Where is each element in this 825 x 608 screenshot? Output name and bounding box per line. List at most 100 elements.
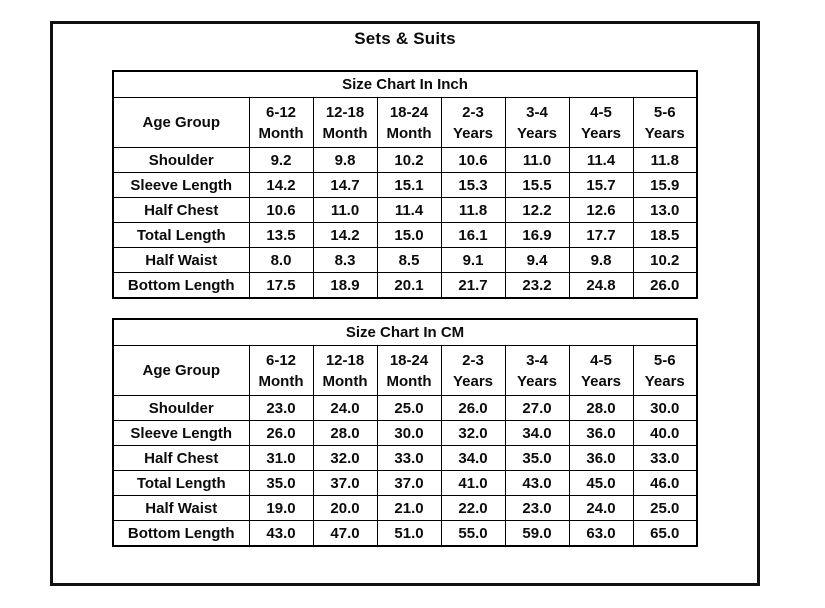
table-row: Sleeve Length 26.0 28.0 30.0 32.0 34.0 3… bbox=[112, 420, 698, 446]
header-line-bottom: Years bbox=[452, 124, 494, 142]
size-value-cell: 11.8 bbox=[632, 147, 698, 173]
column-header: 4-5 Years bbox=[568, 97, 634, 148]
row-label: Shoulder bbox=[112, 147, 250, 173]
size-value-cell: 9.8 bbox=[312, 147, 378, 173]
column-header: 2-3 Years bbox=[440, 345, 506, 396]
header-line-top: 6-12 bbox=[265, 351, 297, 369]
column-header: 5-6 Years bbox=[632, 345, 698, 396]
size-value-cell: 11.0 bbox=[504, 147, 570, 173]
header-line-bottom: Month bbox=[258, 124, 304, 142]
table-row: Half Waist 8.0 8.3 8.5 9.1 9.4 9.8 10.2 bbox=[112, 247, 698, 273]
size-value-cell: 47.0 bbox=[312, 520, 378, 547]
size-value-cell: 20.1 bbox=[376, 272, 442, 299]
column-header: 2-3 Years bbox=[440, 97, 506, 148]
size-value-cell: 9.8 bbox=[568, 247, 634, 273]
table-row: Total Length 13.5 14.2 15.0 16.1 16.9 17… bbox=[112, 222, 698, 248]
size-value-cell: 32.0 bbox=[440, 420, 506, 446]
size-value-cell: 18.5 bbox=[632, 222, 698, 248]
row-label: Half Chest bbox=[112, 197, 250, 223]
column-header: 4-5 Years bbox=[568, 345, 634, 396]
size-value-cell: 10.2 bbox=[632, 247, 698, 273]
header-line-top: 6-12 bbox=[265, 103, 297, 121]
header-line-top: 2-3 bbox=[462, 351, 484, 369]
column-header: 6-12 Month bbox=[248, 345, 314, 396]
header-line-top: 3-4 bbox=[526, 103, 548, 121]
size-value-cell: 31.0 bbox=[248, 445, 314, 471]
header-line-bottom: Month bbox=[322, 124, 368, 142]
size-value-cell: 23.0 bbox=[248, 395, 314, 421]
header-line-top: 3-4 bbox=[526, 351, 548, 369]
size-value-cell: 28.0 bbox=[312, 420, 378, 446]
size-value-cell: 24.0 bbox=[568, 495, 634, 521]
size-value-cell: 15.7 bbox=[568, 172, 634, 198]
size-value-cell: 33.0 bbox=[376, 445, 442, 471]
size-value-cell: 14.2 bbox=[312, 222, 378, 248]
size-value-cell: 13.5 bbox=[248, 222, 314, 248]
header-line-bottom: Years bbox=[580, 372, 622, 390]
table-row: Shoulder 9.2 9.8 10.2 10.6 11.0 11.4 11.… bbox=[112, 147, 698, 173]
column-header: 3-4 Years bbox=[504, 345, 570, 396]
header-line-top: 12-18 bbox=[325, 103, 365, 121]
size-value-cell: 37.0 bbox=[312, 470, 378, 496]
size-value-cell: 23.0 bbox=[504, 495, 570, 521]
size-value-cell: 63.0 bbox=[568, 520, 634, 547]
size-value-cell: 35.0 bbox=[248, 470, 314, 496]
size-value-cell: 11.8 bbox=[440, 197, 506, 223]
size-value-cell: 15.3 bbox=[440, 172, 506, 198]
size-value-cell: 17.7 bbox=[568, 222, 634, 248]
table-row: Half Waist 19.0 20.0 21.0 22.0 23.0 24.0… bbox=[112, 495, 698, 521]
size-value-cell: 11.4 bbox=[568, 147, 634, 173]
size-value-cell: 11.4 bbox=[376, 197, 442, 223]
size-value-cell: 21.7 bbox=[440, 272, 506, 299]
size-value-cell: 35.0 bbox=[504, 445, 570, 471]
header-line-bottom: Month bbox=[322, 372, 368, 390]
size-value-cell: 12.2 bbox=[504, 197, 570, 223]
size-value-cell: 34.0 bbox=[440, 445, 506, 471]
header-line-bottom: Years bbox=[516, 124, 558, 142]
size-value-cell: 15.9 bbox=[632, 172, 698, 198]
size-value-cell: 17.5 bbox=[248, 272, 314, 299]
column-header: 3-4 Years bbox=[504, 97, 570, 148]
header-line-top: 5-6 bbox=[653, 351, 676, 369]
age-group-header: Age Group bbox=[112, 97, 250, 148]
size-value-cell: 26.0 bbox=[248, 420, 314, 446]
row-label: Sleeve Length bbox=[112, 172, 250, 198]
row-label: Total Length bbox=[112, 470, 250, 496]
size-value-cell: 37.0 bbox=[376, 470, 442, 496]
size-value-cell: 8.0 bbox=[248, 247, 314, 273]
row-label: Half Waist bbox=[112, 247, 250, 273]
row-label: Half Waist bbox=[112, 495, 250, 521]
size-value-cell: 11.0 bbox=[312, 197, 378, 223]
size-value-cell: 14.7 bbox=[312, 172, 378, 198]
row-label: Bottom Length bbox=[112, 272, 250, 299]
size-value-cell: 33.0 bbox=[632, 445, 698, 471]
size-value-cell: 24.0 bbox=[312, 395, 378, 421]
size-value-cell: 23.2 bbox=[504, 272, 570, 299]
size-value-cell: 13.0 bbox=[632, 197, 698, 223]
size-value-cell: 10.6 bbox=[440, 147, 506, 173]
header-line-top: 18-24 bbox=[389, 351, 429, 369]
header-line-top: 18-24 bbox=[389, 103, 429, 121]
column-header: 18-24 Month bbox=[376, 97, 442, 148]
size-value-cell: 46.0 bbox=[632, 470, 698, 496]
table-row: Bottom Length 17.5 18.9 20.1 21.7 23.2 2… bbox=[112, 272, 698, 299]
table-row: Sleeve Length 14.2 14.7 15.1 15.3 15.5 1… bbox=[112, 172, 698, 198]
size-value-cell: 25.0 bbox=[632, 495, 698, 521]
size-value-cell: 30.0 bbox=[376, 420, 442, 446]
header-line-top: 5-6 bbox=[653, 103, 676, 121]
size-value-cell: 14.2 bbox=[248, 172, 314, 198]
size-value-cell: 15.0 bbox=[376, 222, 442, 248]
column-header: 12-18 Month bbox=[312, 345, 378, 396]
size-value-cell: 10.2 bbox=[376, 147, 442, 173]
header-line-bottom: Years bbox=[644, 124, 685, 142]
size-value-cell: 15.5 bbox=[504, 172, 570, 198]
column-header: 12-18 Month bbox=[312, 97, 378, 148]
row-label: Half Chest bbox=[112, 445, 250, 471]
header-line-top: 2-3 bbox=[462, 103, 484, 121]
size-value-cell: 27.0 bbox=[504, 395, 570, 421]
size-value-cell: 9.1 bbox=[440, 247, 506, 273]
size-value-cell: 36.0 bbox=[568, 445, 634, 471]
size-chart-card: Sets & Suits Size Chart In Inch Age Grou… bbox=[50, 21, 760, 586]
header-line-top: 4-5 bbox=[590, 351, 612, 369]
header-line-bottom: Years bbox=[644, 372, 685, 390]
